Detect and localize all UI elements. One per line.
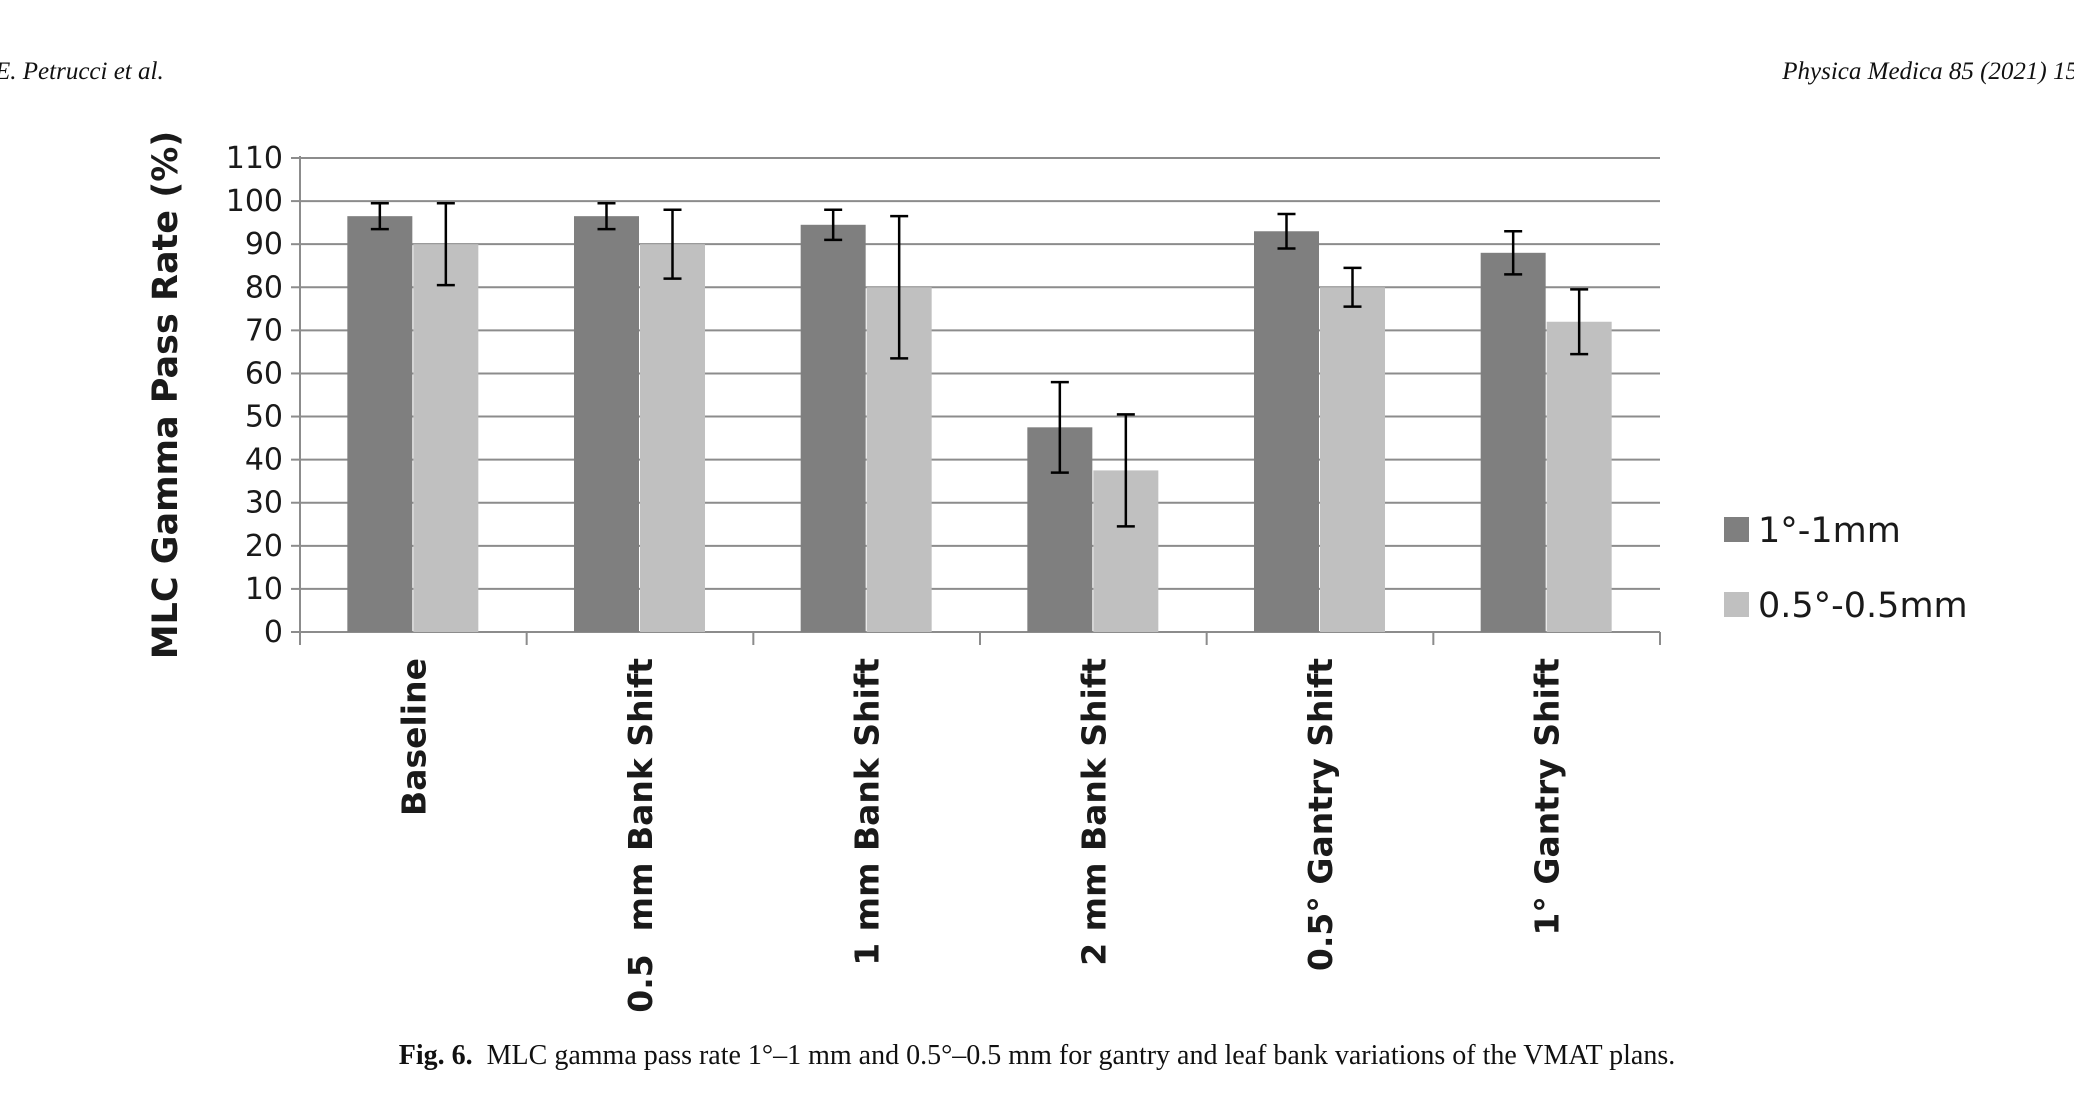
figure-caption: Fig. 6. MLC gamma pass rate 1°–1 mm and 0… [0,1040,2074,1072]
legend-swatch [1724,592,1749,617]
x-tick-label: 1° Gantry Shift [1528,658,1567,936]
y-tick-label: 80 [245,270,283,305]
y-tick-label: 90 [245,227,283,262]
bar [1480,252,1546,633]
y-tick-label: 30 [245,486,283,521]
legend-swatch [1724,517,1749,542]
axes [291,156,1661,645]
x-tick-label: 0.5 mm Bank Shift [621,658,660,1013]
bar [1320,287,1385,632]
header-journal: Physica Medica 85 (2021) 15 [1782,58,2074,85]
y-tick-label: 60 [245,356,283,391]
error-bars [370,201,1589,528]
bars [347,216,1612,633]
x-tick-label: 0.5° Gantry Shift [1301,658,1340,971]
bar [640,244,705,632]
y-tick-label: 20 [245,529,283,564]
x-tick-label: Baseline [394,658,433,816]
bar-chart: 0 10 20 30 40 50 60 70 80 90 100 110 MLC Gamma Pass … [146,131,1968,1013]
bar [800,224,866,633]
y-tick-label: 110 [226,141,283,176]
header-authors: E. Petrucci et al. [0,58,164,85]
y-axis-label: MLC Gamma Pass Rate (%) [146,131,186,660]
y-tick-label: 50 [245,400,283,435]
bar [574,216,639,632]
tick-labels: 0 10 20 30 40 50 60 70 80 90 100 110 MLC Gamma Pass … [146,131,1567,1013]
x-tick-label: 1 mm Bank Shift [848,658,887,966]
y-tick-label: 40 [245,443,283,478]
x-tick-label: 2 mm Bank Shift [1074,658,1113,966]
y-tick-label: 70 [245,313,283,348]
legend: 1°-1mm 0.5°-0.5mm [1724,511,1968,626]
bar [1254,231,1319,632]
legend-label: 1°-1mm [1758,511,1901,551]
bar [413,244,479,632]
bar [347,216,413,632]
caption-text: MLC gamma pass rate 1°–1 mm and 0.5°–0.5… [486,1040,1676,1071]
y-tick-label: 10 [245,572,283,607]
gridlines [300,157,1660,590]
y-tick-label: 0 [264,615,283,650]
caption-label: Fig. 6. [398,1040,473,1071]
bar [1546,321,1612,632]
y-tick-label: 100 [226,184,283,219]
legend-label: 0.5°-0.5mm [1758,586,1968,626]
